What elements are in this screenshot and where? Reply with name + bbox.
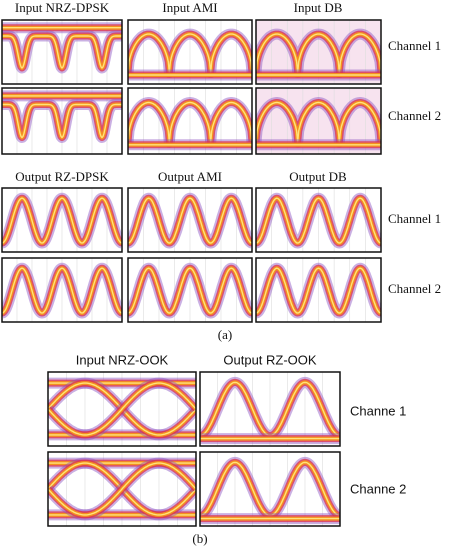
eye-trace — [2, 35, 122, 69]
column-label: Output AMI — [158, 169, 222, 184]
column-label: Output DB — [289, 169, 347, 184]
eye-diagram — [128, 88, 252, 154]
eye-trace — [128, 267, 252, 314]
panel-border — [1, 187, 123, 253]
eye-diagram — [256, 20, 381, 84]
eye-trace — [256, 197, 381, 244]
eye-diagram — [200, 452, 340, 526]
eye-diagram — [2, 258, 122, 322]
panel-border — [127, 19, 253, 85]
panel-border — [1, 19, 123, 85]
eye-diagram — [256, 88, 381, 154]
eye-diagram — [48, 372, 196, 446]
eye-trace — [128, 101, 252, 143]
column-label: Output RZ-DPSK — [15, 169, 109, 184]
eye-trace — [2, 267, 122, 314]
row-label: Channel 1 — [388, 211, 441, 226]
eye-diagram — [200, 372, 340, 446]
panel-border — [255, 87, 382, 155]
row-label: Channe 2 — [350, 481, 406, 496]
eye-diagram — [256, 188, 381, 252]
eye-diagram — [128, 20, 252, 84]
eye-trace — [256, 33, 381, 74]
eye-trace — [2, 197, 122, 244]
panel-border — [1, 257, 123, 323]
eye-trace — [48, 462, 196, 516]
eye-trace — [256, 267, 381, 314]
column-label: Output RZ-OOK — [223, 352, 317, 367]
eye-diagram — [256, 258, 381, 322]
eye-trace — [256, 101, 381, 143]
panel-border — [255, 257, 382, 323]
column-label: Input NRZ-OOK — [76, 352, 169, 367]
eye-diagram — [2, 188, 122, 252]
row-label: Channel 2 — [388, 281, 441, 296]
row-label: Channel 2 — [388, 108, 441, 123]
eye-diagram — [48, 452, 196, 526]
eye-diagram — [128, 258, 252, 322]
eye-diagram — [2, 88, 122, 154]
eye-diagram — [2, 20, 122, 84]
eye-trace — [128, 197, 252, 244]
eye-trace — [2, 103, 122, 139]
panel-border — [199, 451, 341, 527]
panel-border — [199, 371, 341, 447]
row-label: Channel 1 — [388, 38, 441, 53]
panel-border — [47, 451, 197, 527]
panel-border — [255, 187, 382, 253]
panel-border — [127, 257, 253, 323]
eye-diagram — [128, 188, 252, 252]
panel-border — [127, 87, 253, 155]
caption: (b) — [192, 531, 207, 546]
panel-border — [1, 87, 123, 155]
column-label: Input AMI — [162, 0, 217, 15]
eye-trace — [48, 382, 196, 436]
panel-border — [127, 187, 253, 253]
column-label: Input NRZ-DPSK — [15, 0, 110, 15]
eye-trace — [128, 33, 252, 74]
panel-border — [255, 19, 382, 85]
caption: (a) — [218, 327, 232, 342]
panel-border — [47, 371, 197, 447]
column-label: Input DB — [294, 0, 343, 15]
row-label: Channe 1 — [350, 403, 406, 418]
